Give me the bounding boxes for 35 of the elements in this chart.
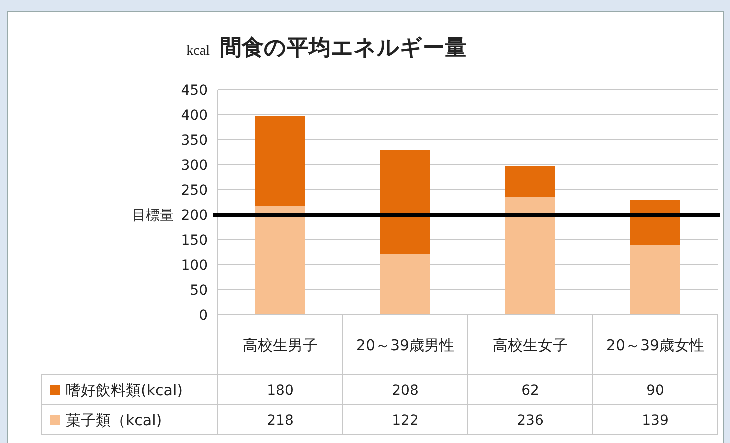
data-label: 236 bbox=[517, 412, 544, 429]
ref-line-label: 目標量 bbox=[132, 208, 174, 224]
y-tick-label: 50 bbox=[190, 282, 208, 299]
chart-title: 間食の平均エネルギー量 bbox=[220, 36, 467, 61]
y-tick-label: 450 bbox=[181, 82, 208, 99]
data-label: 139 bbox=[642, 412, 669, 429]
y-tick-label: 400 bbox=[181, 108, 208, 124]
data-label: 122 bbox=[392, 412, 419, 429]
x-tick-label: 高校生女子 bbox=[493, 336, 568, 354]
y-tick-label: 350 bbox=[181, 132, 208, 149]
bar bbox=[380, 150, 430, 254]
legend-label: 菓子類（kcal) bbox=[66, 411, 162, 430]
data-label: 208 bbox=[392, 382, 419, 399]
data-label: 180 bbox=[267, 382, 294, 399]
y-axis-title: kcal bbox=[186, 44, 210, 59]
bar bbox=[380, 254, 430, 315]
bar bbox=[506, 197, 556, 315]
legend-label: 嗜好飲料類(kcal) bbox=[66, 381, 183, 400]
x-tick-label: 20～39歳男性 bbox=[356, 336, 455, 354]
y-tick-label: 100 bbox=[181, 258, 208, 274]
data-label: 90 bbox=[646, 382, 664, 399]
y-tick-label: 250 bbox=[181, 182, 208, 199]
x-tick-label: 高校生男子 bbox=[243, 336, 318, 354]
y-tick-label: 200 bbox=[181, 208, 208, 224]
bar bbox=[630, 246, 680, 315]
y-tick-label: 150 bbox=[181, 232, 208, 249]
data-label: 218 bbox=[267, 412, 294, 429]
data-label: 62 bbox=[522, 382, 540, 399]
bar bbox=[506, 166, 556, 197]
x-tick-label: 20～39歳女性 bbox=[606, 336, 705, 354]
bar bbox=[630, 200, 680, 246]
bar bbox=[256, 116, 306, 206]
y-tick-label: 0 bbox=[199, 308, 208, 324]
y-tick-label: 300 bbox=[181, 158, 208, 174]
bar bbox=[256, 206, 306, 315]
